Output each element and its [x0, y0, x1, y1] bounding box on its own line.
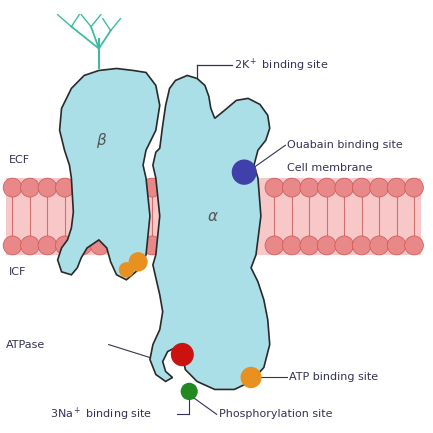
- Circle shape: [73, 236, 92, 255]
- Circle shape: [90, 178, 109, 197]
- Circle shape: [317, 178, 336, 197]
- Polygon shape: [150, 75, 270, 389]
- Circle shape: [126, 178, 144, 197]
- Circle shape: [387, 236, 406, 255]
- Circle shape: [335, 178, 353, 197]
- Polygon shape: [58, 68, 160, 280]
- Circle shape: [282, 178, 301, 197]
- Text: β: β: [96, 133, 106, 148]
- Circle shape: [181, 384, 197, 399]
- Circle shape: [352, 236, 371, 255]
- Text: ICF: ICF: [9, 267, 26, 277]
- Circle shape: [300, 236, 319, 255]
- Circle shape: [90, 236, 109, 255]
- Circle shape: [265, 236, 284, 255]
- Circle shape: [178, 178, 197, 197]
- Circle shape: [126, 236, 144, 255]
- Circle shape: [405, 178, 423, 197]
- Text: Phosphorylation site: Phosphorylation site: [219, 409, 332, 420]
- Text: ECF: ECF: [9, 155, 30, 165]
- Text: 3Na$^+$ binding site: 3Na$^+$ binding site: [50, 406, 152, 423]
- Circle shape: [129, 253, 147, 271]
- Circle shape: [73, 178, 92, 197]
- Circle shape: [282, 236, 301, 255]
- Circle shape: [370, 236, 388, 255]
- Circle shape: [335, 236, 353, 255]
- Circle shape: [171, 344, 193, 365]
- Circle shape: [55, 236, 74, 255]
- Circle shape: [55, 178, 74, 197]
- Circle shape: [178, 236, 197, 255]
- Text: Cell membrane: Cell membrane: [288, 163, 373, 173]
- Circle shape: [300, 178, 319, 197]
- Text: 2K$^+$ binding site: 2K$^+$ binding site: [234, 57, 329, 74]
- Circle shape: [143, 178, 162, 197]
- Circle shape: [233, 160, 256, 184]
- Circle shape: [352, 178, 371, 197]
- Circle shape: [3, 236, 22, 255]
- Circle shape: [38, 236, 57, 255]
- Circle shape: [3, 178, 22, 197]
- Text: Ouabain binding site: Ouabain binding site: [288, 140, 403, 150]
- Circle shape: [405, 236, 423, 255]
- Circle shape: [108, 178, 126, 197]
- Bar: [6, 178, 421, 255]
- Circle shape: [21, 178, 39, 197]
- Circle shape: [160, 178, 179, 197]
- Circle shape: [143, 236, 162, 255]
- Circle shape: [370, 178, 388, 197]
- Circle shape: [241, 368, 261, 388]
- Circle shape: [38, 178, 57, 197]
- Text: ATPase: ATPase: [6, 339, 45, 349]
- Circle shape: [317, 236, 336, 255]
- Circle shape: [160, 236, 179, 255]
- Circle shape: [21, 236, 39, 255]
- Circle shape: [265, 178, 284, 197]
- Text: ATP binding site: ATP binding site: [289, 372, 378, 382]
- Circle shape: [120, 263, 133, 277]
- Circle shape: [387, 178, 406, 197]
- Circle shape: [108, 236, 126, 255]
- Text: α: α: [208, 209, 218, 223]
